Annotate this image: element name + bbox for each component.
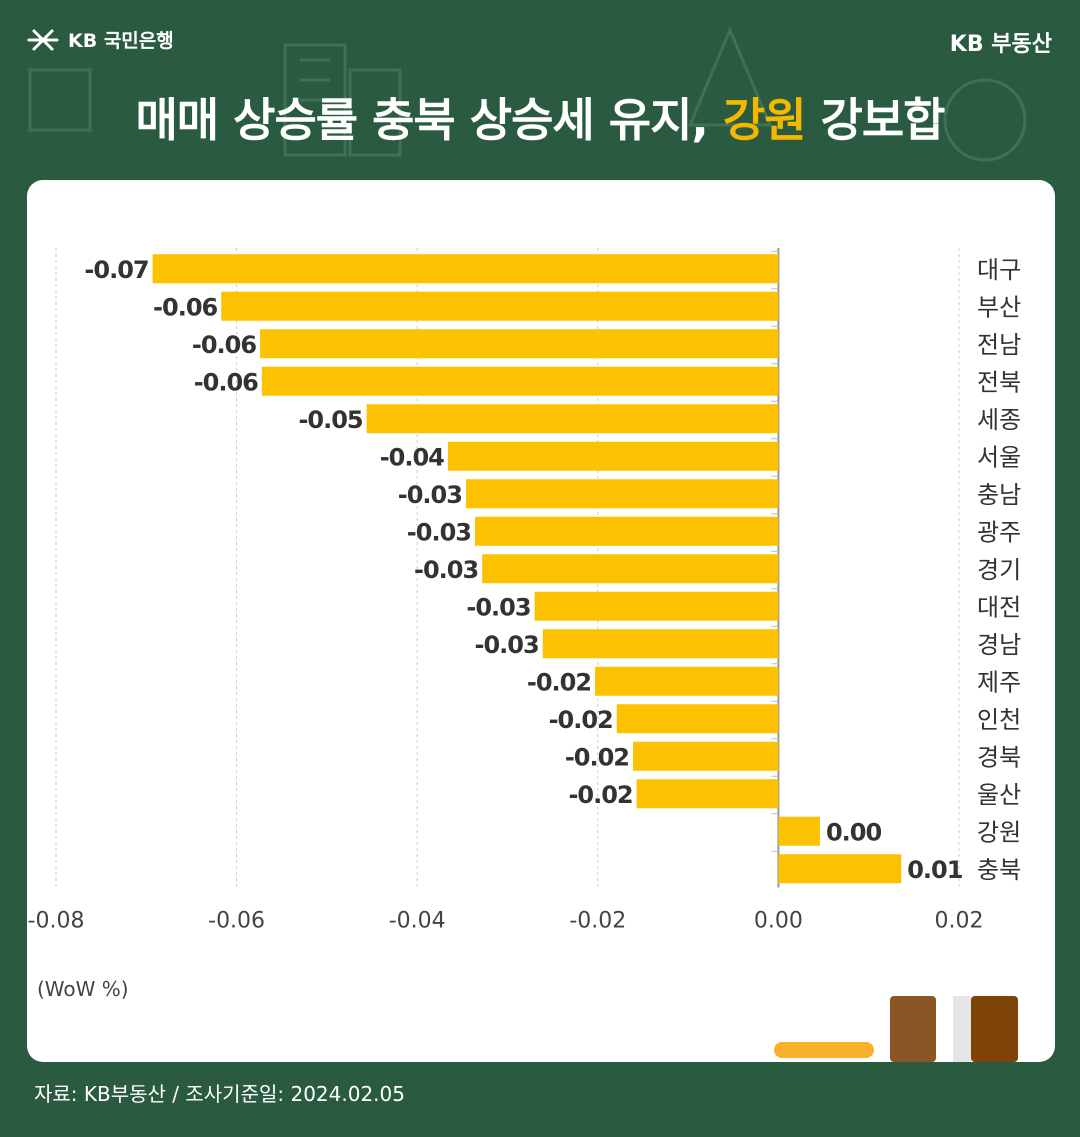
category-label: 전남	[977, 331, 1021, 359]
bar	[260, 329, 779, 359]
source-note: 자료: KB부동산 / 조사기준일: 2024.02.05	[34, 1082, 405, 1106]
data-label: -0.05	[298, 406, 362, 434]
bar	[465, 479, 779, 509]
category-label: 광주	[977, 518, 1021, 546]
bar	[474, 516, 779, 546]
x-tick-label: -0.08	[28, 909, 85, 934]
bar	[778, 816, 820, 846]
bar	[616, 704, 779, 734]
headline: 매매 상승률 충북 상승세 유지, 강원 강보합	[0, 84, 1080, 150]
bar	[482, 554, 779, 584]
kb-star-icon	[27, 29, 59, 50]
data-label: -0.02	[568, 781, 632, 809]
x-tick-label: 0.02	[935, 909, 984, 934]
data-label: 0.00	[826, 818, 882, 846]
unit-label: (WoW %)	[37, 977, 129, 1001]
category-label: 세종	[977, 406, 1021, 434]
bank-logo: KB 국민은행	[26, 26, 174, 53]
data-label: -0.03	[398, 481, 462, 509]
decorative-block	[953, 996, 971, 1062]
bar	[633, 741, 779, 771]
category-label: 대전	[977, 593, 1021, 621]
category-label: 부산	[977, 293, 1021, 321]
x-tick-label: -0.06	[208, 909, 265, 934]
bar-chart: -0.08 -0.06 -0.04 -0.02 0.00 0.02 -0.07 대구 -0.06…	[28, 248, 1021, 1062]
category-label: 경북	[977, 743, 1021, 771]
chart-card: -0.08 -0.06 -0.04 -0.02 0.00 0.02 -0.07 대구 -0.06…	[27, 180, 1055, 1062]
bar	[534, 591, 779, 621]
bar	[636, 779, 779, 809]
x-tick-label: 0.00	[754, 909, 803, 934]
category-label: 제주	[977, 668, 1021, 696]
category-label: 인천	[977, 706, 1021, 734]
category-label: 충남	[977, 481, 1021, 509]
kb-realestate-logo: KB 부동산	[949, 32, 1052, 57]
bar	[542, 629, 779, 659]
data-label: -0.03	[407, 518, 471, 546]
data-label: -0.04	[380, 443, 444, 471]
data-label: -0.02	[549, 706, 613, 734]
building-outline	[283, 43, 347, 157]
decorative-pill	[774, 1042, 874, 1058]
headline-part2: 강보합	[805, 93, 946, 147]
decorative-block	[971, 996, 1018, 1062]
headline-highlight: 강원	[722, 93, 807, 147]
category-label: 울산	[977, 781, 1021, 809]
category-label: 충북	[977, 856, 1021, 884]
category-label: 서울	[977, 443, 1021, 471]
data-label: -0.06	[194, 368, 258, 396]
data-label: -0.03	[466, 593, 530, 621]
data-label: 0.01	[907, 856, 963, 884]
category-label: 경남	[977, 631, 1021, 659]
bar	[152, 254, 779, 284]
bar	[447, 441, 779, 471]
data-label: -0.06	[192, 331, 256, 359]
bar	[366, 404, 779, 434]
x-tick-label: -0.02	[569, 909, 626, 934]
bar	[221, 291, 779, 321]
data-label: -0.02	[565, 743, 629, 771]
headline-part1: 매매 상승률 충북 상승세 유지,	[135, 93, 723, 147]
data-label: -0.06	[153, 293, 217, 321]
x-tick-label: -0.04	[389, 909, 446, 934]
bar	[595, 666, 779, 696]
category-label: 강원	[977, 818, 1021, 846]
magnifier-outline	[943, 78, 1027, 162]
background-illustration	[28, 26, 1027, 162]
decorative-block	[890, 996, 936, 1062]
bar	[261, 366, 779, 396]
bar	[778, 854, 902, 884]
category-label: 전북	[977, 368, 1021, 396]
ruler-outline	[687, 26, 773, 127]
data-label: -0.03	[475, 631, 539, 659]
data-label: -0.02	[527, 668, 591, 696]
data-label: -0.07	[84, 256, 148, 284]
data-label: -0.03	[414, 556, 478, 584]
category-label: 경기	[977, 556, 1021, 584]
bank-name: KB 국민은행	[68, 30, 174, 52]
category-label: 대구	[977, 256, 1021, 284]
